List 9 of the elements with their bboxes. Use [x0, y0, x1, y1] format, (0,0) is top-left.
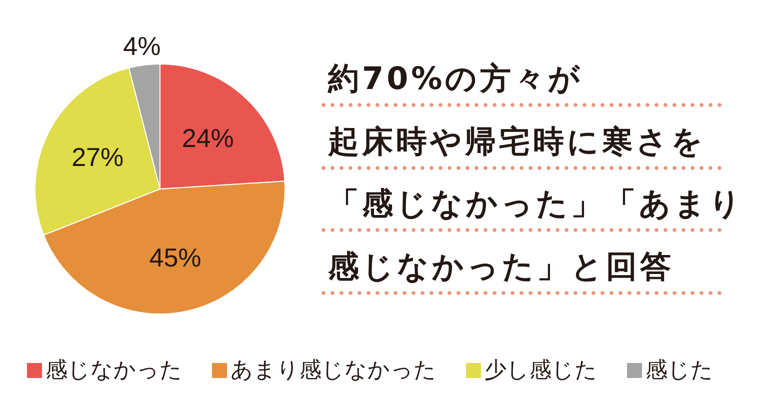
legend-label: 少し感じた [484, 357, 598, 385]
legend-label: あまり感じなかった [230, 357, 436, 385]
text: 約70%の方々が起床時や帰宅時に寒さを「感じなかった」「あまり感じなかった」と回答 [328, 61, 744, 284]
data-label: 4% [123, 31, 161, 62]
data-label: 45% [149, 242, 202, 272]
legend-label: 感じた [646, 357, 714, 385]
data-label: 24% [182, 122, 234, 153]
data-label: 27% [72, 142, 124, 172]
legend-label: 感じなかった [46, 357, 182, 385]
